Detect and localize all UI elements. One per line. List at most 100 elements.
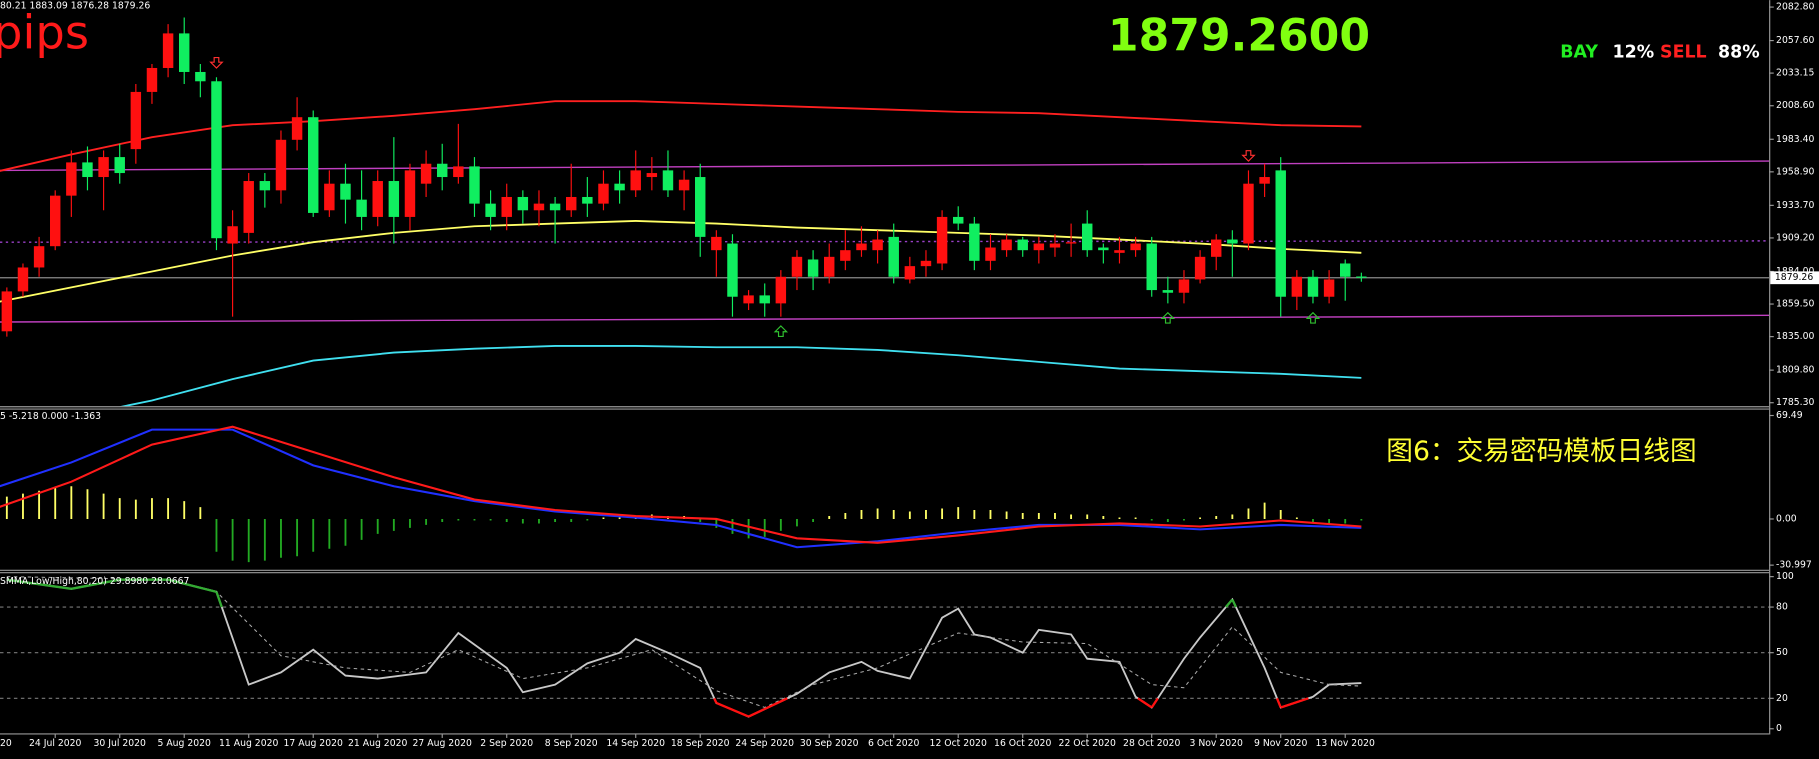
candle-body xyxy=(1259,177,1270,184)
candle-body xyxy=(695,177,706,237)
candle-body xyxy=(227,226,238,244)
candle-body xyxy=(1098,247,1109,251)
y-tick-label: 50 xyxy=(1776,647,1788,658)
zone-segment xyxy=(1150,697,1159,709)
candle-body xyxy=(824,256,835,277)
candle-body xyxy=(114,157,125,174)
zone-segment xyxy=(1280,697,1309,709)
candle-body xyxy=(17,267,29,292)
candle-body xyxy=(1065,242,1077,244)
x-tick-label: 2 Sep 2020 xyxy=(480,738,533,749)
candle-body xyxy=(775,276,787,304)
y-tick-label: 69.49 xyxy=(1776,410,1803,421)
candle-body xyxy=(856,243,867,251)
candle-body xyxy=(1340,263,1351,277)
candle-body xyxy=(1114,250,1125,253)
candle-body xyxy=(275,139,287,191)
candle-body xyxy=(678,179,690,191)
candle-body xyxy=(162,33,174,68)
pips-label: pips xyxy=(0,6,89,60)
y-tick-label: 2082.80 xyxy=(1776,2,1814,13)
candle-body xyxy=(920,260,932,267)
candle-body xyxy=(469,166,480,204)
y-tick-label: -30.997 xyxy=(1776,560,1812,571)
indicator-line xyxy=(0,219,1362,303)
x-tick-label: 3 Nov 2020 xyxy=(1189,738,1243,749)
x-tick-label: 28 Oct 2020 xyxy=(1123,738,1180,749)
zone-segment xyxy=(215,591,223,608)
candle-body xyxy=(243,181,254,233)
candle-body xyxy=(1243,183,1254,244)
ohlc-info: 80.21 1883.09 1876.28 1879.26 xyxy=(0,0,150,11)
y-tick-label: 1958.90 xyxy=(1776,166,1814,177)
candle-body xyxy=(404,170,416,217)
candle-body xyxy=(1194,256,1206,280)
candle-body xyxy=(727,243,738,297)
indicator-line xyxy=(0,425,1362,544)
candle-body xyxy=(985,247,996,261)
candle-body xyxy=(1162,290,1174,293)
candle-body xyxy=(840,250,851,261)
candle-body xyxy=(953,216,964,224)
sell-arrow xyxy=(209,56,224,69)
trend-line xyxy=(0,240,1770,243)
y-tick-label: 0 xyxy=(1776,723,1782,734)
candle-body xyxy=(485,203,496,217)
sell-label: SELL xyxy=(1660,42,1707,62)
price-display: 1879.2600 xyxy=(1108,10,1370,61)
x-tick-label: 21 Aug 2020 xyxy=(348,738,407,749)
zone-segment xyxy=(1137,697,1153,709)
stochastic-panel xyxy=(0,576,1770,718)
trend-line xyxy=(0,314,1770,323)
candle-body xyxy=(566,196,577,211)
x-tick-label: 8 Sep 2020 xyxy=(545,738,598,749)
x-tick-label: 30 Sep 2020 xyxy=(800,738,859,749)
x-tick-label: 27 Aug 2020 xyxy=(413,738,472,749)
current-price-box xyxy=(1770,271,1819,285)
candle-body xyxy=(630,170,641,191)
candle-body xyxy=(872,239,883,251)
candle-body xyxy=(614,183,625,191)
zone-segment xyxy=(713,697,718,704)
x-tick-label: 14 Sep 2020 xyxy=(606,738,665,749)
candle-body xyxy=(1291,276,1303,297)
x-tick-label: 9 Nov 2020 xyxy=(1254,738,1308,749)
x-tick-label: 24 Sep 2020 xyxy=(735,738,794,749)
candle-body xyxy=(743,295,754,304)
candle-body xyxy=(66,162,77,196)
x-tick-label: 6 Oct 2020 xyxy=(868,738,919,749)
candle-body xyxy=(807,259,819,277)
indicator-line xyxy=(119,345,1362,407)
y-tick-label: 2008.60 xyxy=(1776,100,1814,111)
stochastic-header: SMMA,Low/High,80,20) 29.8980 28.0667 xyxy=(0,576,190,587)
y-tick-label: 100 xyxy=(1776,571,1794,582)
zone-segment xyxy=(1225,598,1234,608)
buy-arrow xyxy=(773,325,789,337)
candle-body xyxy=(388,181,400,217)
x-tick-label: 5 Aug 2020 xyxy=(157,738,211,749)
y-tick-label: 1809.80 xyxy=(1776,365,1814,376)
macd-panel xyxy=(0,425,1363,563)
candle-body xyxy=(291,117,303,140)
candle-body xyxy=(259,181,271,191)
x-tick-label: 16 Oct 2020 xyxy=(994,738,1051,749)
candle-body xyxy=(646,173,658,178)
zone-segment xyxy=(1275,697,1282,708)
candle-body xyxy=(582,196,593,204)
candle-body xyxy=(1,291,13,332)
candle-body xyxy=(33,246,45,268)
candle-body xyxy=(1130,243,1141,251)
buy-percent: 12% xyxy=(1613,42,1655,62)
sell-arrow xyxy=(1241,150,1256,162)
candle-body xyxy=(1049,243,1061,248)
x-tick-label: 13 Nov 2020 xyxy=(1316,738,1375,749)
x-tick-label: 20 xyxy=(0,738,12,749)
y-tick-label: 80 xyxy=(1776,602,1788,613)
candle-body xyxy=(1001,239,1012,251)
candle-body xyxy=(195,71,206,82)
candle-body xyxy=(904,266,916,280)
candle-body xyxy=(1227,239,1238,244)
